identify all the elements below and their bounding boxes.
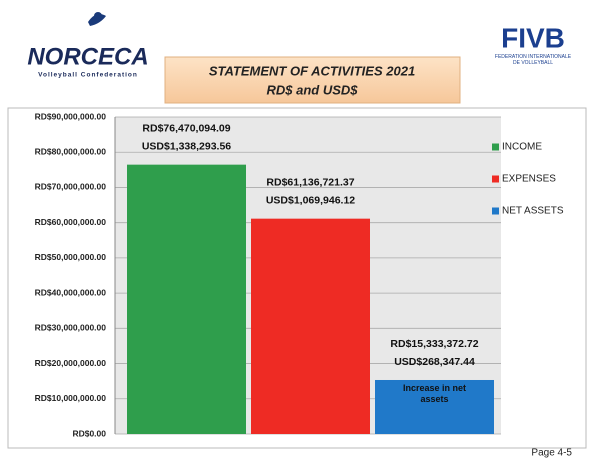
y-tick-label: RD$60,000,000.00 [35, 217, 107, 227]
logo-text: NORCECA [27, 43, 148, 70]
legend-swatch [492, 207, 499, 215]
y-tick-label: RD$90,000,000.00 [35, 111, 107, 121]
logo-subtext: FÉDÉRATION INTERNATIONALE DE VOLLEYBALL [494, 54, 572, 66]
y-tick-label: RD$80,000,000.00 [35, 146, 107, 156]
y-tick-label: RD$50,000,000.00 [35, 252, 107, 262]
usd-label: USD$1,069,946.12 [266, 194, 355, 206]
bar [127, 164, 246, 434]
chart-title: STATEMENT OF ACTIVITIES 2021 [209, 63, 415, 78]
usd-label: USD$1,338,293.56 [142, 140, 231, 152]
legend-label: INCOME [502, 142, 542, 153]
y-tick-label: RD$40,000,000.00 [35, 287, 107, 297]
annotation-box: Increase in net assets [402, 382, 467, 404]
title-box [164, 56, 461, 104]
y-tick-label: RD$20,000,000.00 [35, 358, 107, 368]
annotation: Increase in net assets [402, 382, 467, 404]
value-label: RD$15,333,372.72 [390, 338, 478, 350]
legend-label: EXPENSES [502, 174, 556, 185]
logo-subtext-box: FÉDÉRATION INTERNATIONALE DE VOLLEYBALL [494, 54, 572, 66]
legend-swatch [492, 175, 499, 183]
y-tick-label: RD$70,000,000.00 [35, 182, 107, 192]
logo-subtext: Volleyball Confederation [38, 72, 138, 79]
y-tick-label: RD$0.00 [72, 428, 106, 438]
page-number: Page 4-5 [531, 448, 572, 459]
bar [375, 379, 494, 434]
value-label: RD$61,136,721.37 [266, 176, 354, 188]
logo-text: FIVB [501, 22, 565, 53]
chart-subtitle: RD$ and USD$ [266, 82, 358, 97]
bar [251, 218, 370, 434]
legend-swatch [492, 143, 499, 151]
usd-label: USD$268,347.44 [394, 356, 475, 368]
legend-label: NET ASSETS [502, 206, 564, 217]
y-tick-label: RD$10,000,000.00 [35, 393, 107, 403]
value-label: RD$76,470,094.09 [142, 122, 230, 134]
logo-ball [94, 12, 102, 20]
y-tick-label: RD$30,000,000.00 [35, 323, 107, 333]
